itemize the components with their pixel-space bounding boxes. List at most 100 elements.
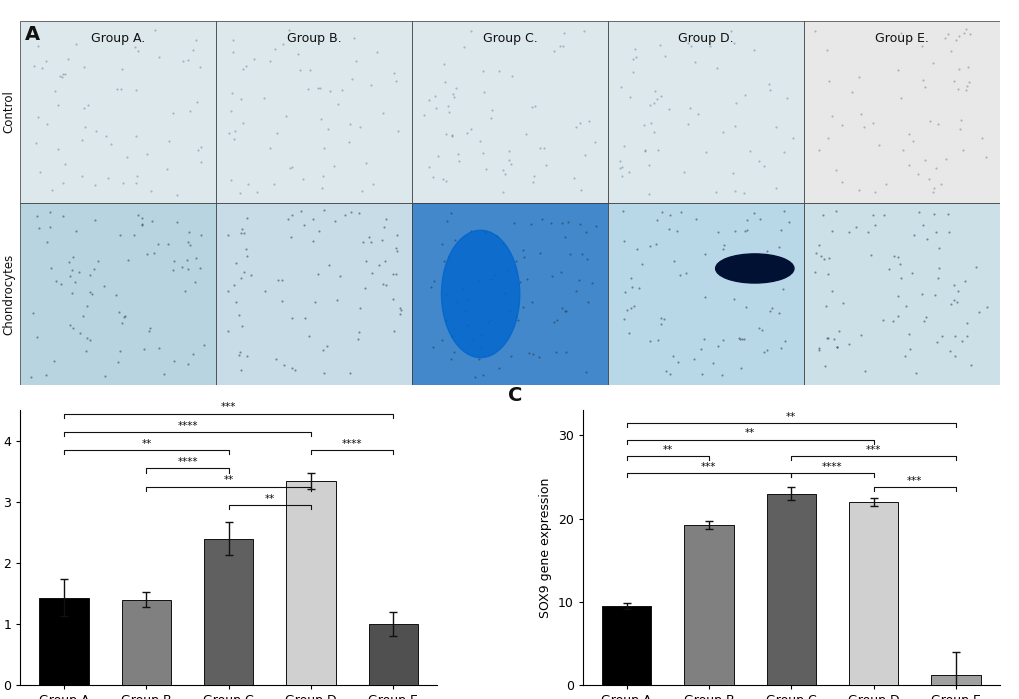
Point (233, 223, 250, 234)
Point (59, 54, 75, 65)
Point (900, 329, 916, 340)
Point (425, 275, 441, 287)
Point (947, 34, 963, 45)
Point (678, 267, 694, 278)
Point (179, 358, 196, 369)
Point (950, 63, 966, 74)
Point (559, 216, 576, 227)
Point (526, 100, 542, 111)
Point (232, 347, 249, 358)
Point (524, 177, 540, 188)
Point (855, 122, 871, 133)
Point (866, 186, 882, 197)
Point (193, 157, 209, 168)
Point (771, 343, 788, 354)
Point (301, 331, 317, 342)
Point (310, 268, 326, 280)
Point (642, 240, 658, 252)
Point (179, 55, 196, 66)
Point (549, 315, 566, 326)
Point (127, 178, 144, 189)
Point (519, 274, 535, 285)
Point (874, 210, 891, 221)
Point (334, 85, 351, 96)
Point (391, 303, 408, 314)
Point (292, 206, 309, 217)
Point (615, 236, 632, 247)
Point (535, 143, 551, 154)
Point (365, 178, 381, 189)
Text: C: C (507, 386, 522, 405)
Text: ***: *** (221, 403, 236, 412)
Point (946, 350, 962, 361)
Point (309, 29, 325, 41)
Point (284, 363, 301, 374)
Point (713, 244, 730, 255)
Point (907, 367, 923, 378)
Point (151, 51, 167, 62)
Point (227, 125, 244, 136)
Text: ****: **** (177, 421, 198, 431)
Bar (40, 598, 89, 685)
Text: ***: *** (865, 445, 880, 455)
Point (482, 273, 498, 284)
Point (102, 138, 118, 149)
Point (52, 71, 68, 82)
Point (810, 144, 826, 155)
Point (329, 294, 345, 305)
Point (916, 81, 932, 92)
Point (340, 137, 357, 148)
Point (576, 26, 592, 37)
Point (649, 335, 665, 346)
Point (232, 227, 249, 238)
Point (307, 296, 323, 307)
Point (235, 64, 252, 75)
Point (320, 259, 336, 271)
Point (866, 220, 882, 231)
Point (494, 187, 511, 198)
Point (957, 23, 973, 34)
Point (488, 231, 504, 242)
Point (180, 236, 197, 247)
Point (640, 159, 656, 171)
Point (573, 184, 589, 195)
Point (755, 346, 771, 357)
Point (79, 100, 96, 111)
Point (930, 243, 947, 254)
Point (429, 150, 445, 161)
Point (286, 364, 303, 375)
Point (76, 122, 93, 133)
Point (232, 273, 249, 284)
FancyBboxPatch shape (216, 21, 412, 203)
Point (623, 302, 639, 313)
Text: A: A (25, 24, 41, 43)
Point (614, 205, 631, 216)
Point (57, 68, 73, 79)
Point (726, 186, 742, 197)
Point (196, 339, 212, 350)
Point (48, 275, 64, 287)
Point (224, 47, 240, 58)
Point (166, 355, 182, 366)
Point (937, 153, 954, 164)
Text: Group E.: Group E. (874, 32, 927, 45)
Point (463, 225, 479, 236)
Point (844, 86, 860, 97)
Point (818, 44, 835, 55)
Point (648, 214, 664, 225)
Point (73, 135, 90, 146)
Point (625, 301, 641, 312)
Point (220, 230, 236, 241)
Point (892, 258, 908, 269)
Point (890, 291, 906, 302)
Point (445, 347, 462, 358)
Point (64, 288, 81, 299)
Point (311, 82, 327, 94)
Circle shape (715, 254, 793, 283)
Point (385, 268, 401, 280)
Text: **: ** (662, 445, 673, 455)
Point (54, 72, 70, 83)
Point (761, 305, 777, 317)
Point (935, 32, 952, 43)
Point (267, 43, 283, 55)
